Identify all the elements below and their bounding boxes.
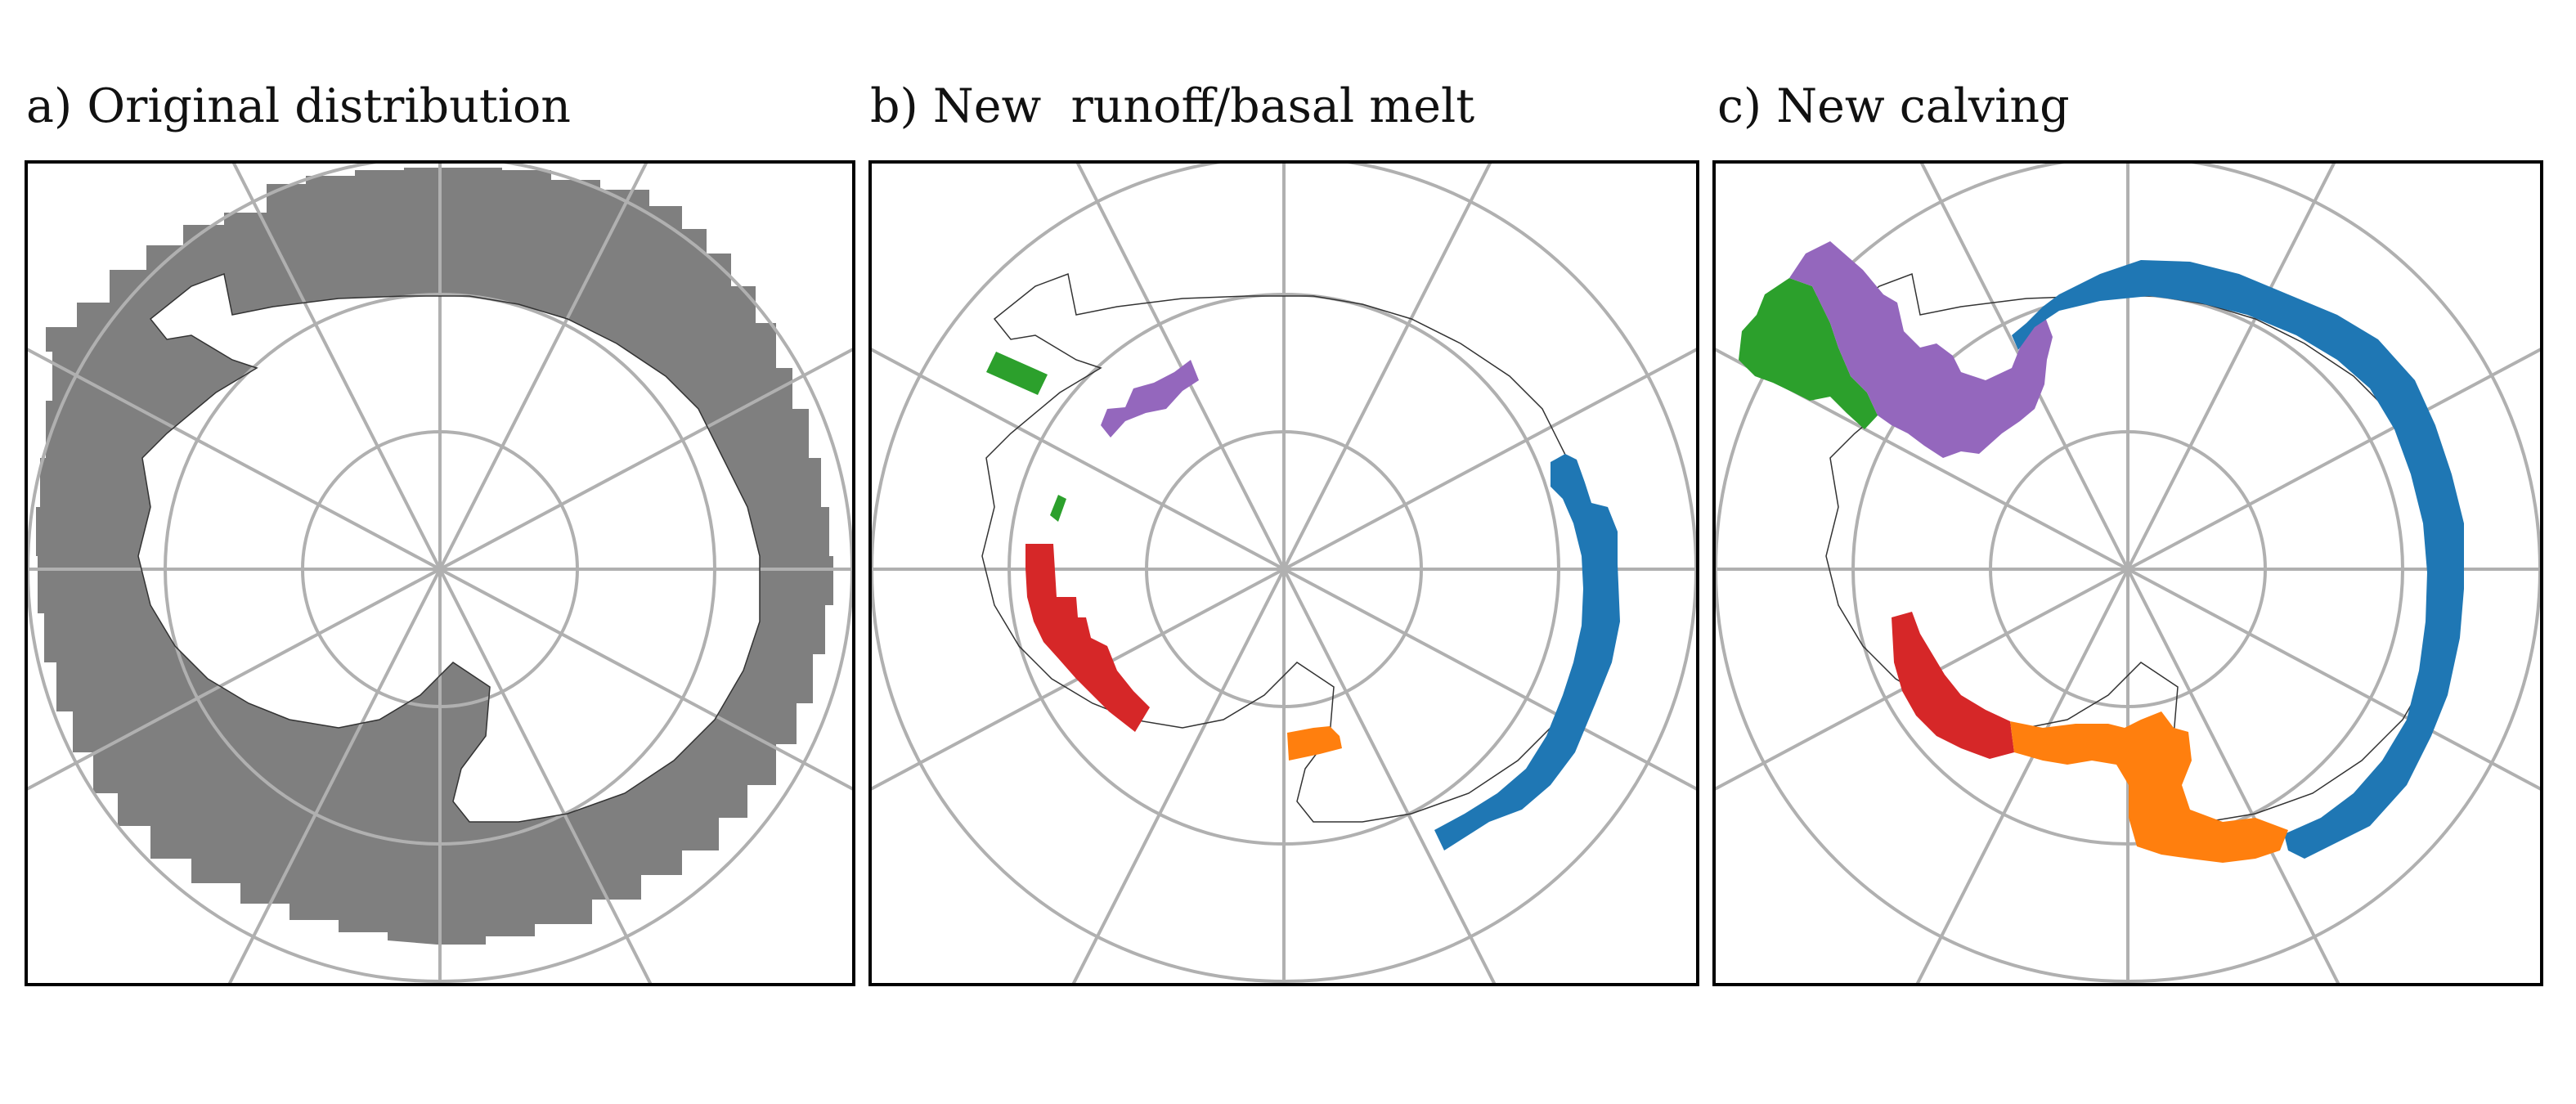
map-b-svg [872, 164, 1696, 983]
purple-region-runoff [1101, 360, 1199, 438]
antarctica-coastline-b [981, 272, 1604, 823]
map-a-svg [28, 164, 852, 983]
orange-region-runoff [1287, 726, 1342, 761]
purple-region-calving [1789, 241, 2053, 458]
red-region-runoff [1025, 544, 1150, 732]
antarctica-coastline-a [137, 272, 761, 823]
orange-region-calving [2010, 711, 2288, 863]
map-panel-b [868, 160, 1699, 986]
graticule-b [872, 164, 1696, 983]
panel-b-title: b) New runoff/basal melt [870, 79, 1475, 133]
map-panel-a [25, 160, 855, 986]
green-region-runoff [986, 352, 1066, 522]
map-panel-c [1712, 160, 2543, 986]
graticule-a [28, 164, 852, 983]
panel-c-title: c) New calving [1717, 79, 2070, 133]
panel-a-title: a) Original distribution [26, 79, 572, 133]
red-region-calving [1892, 612, 2014, 759]
green-region-calving [1739, 278, 1878, 429]
map-c-svg [1716, 164, 2540, 983]
blue-region-runoff [1434, 454, 1620, 850]
